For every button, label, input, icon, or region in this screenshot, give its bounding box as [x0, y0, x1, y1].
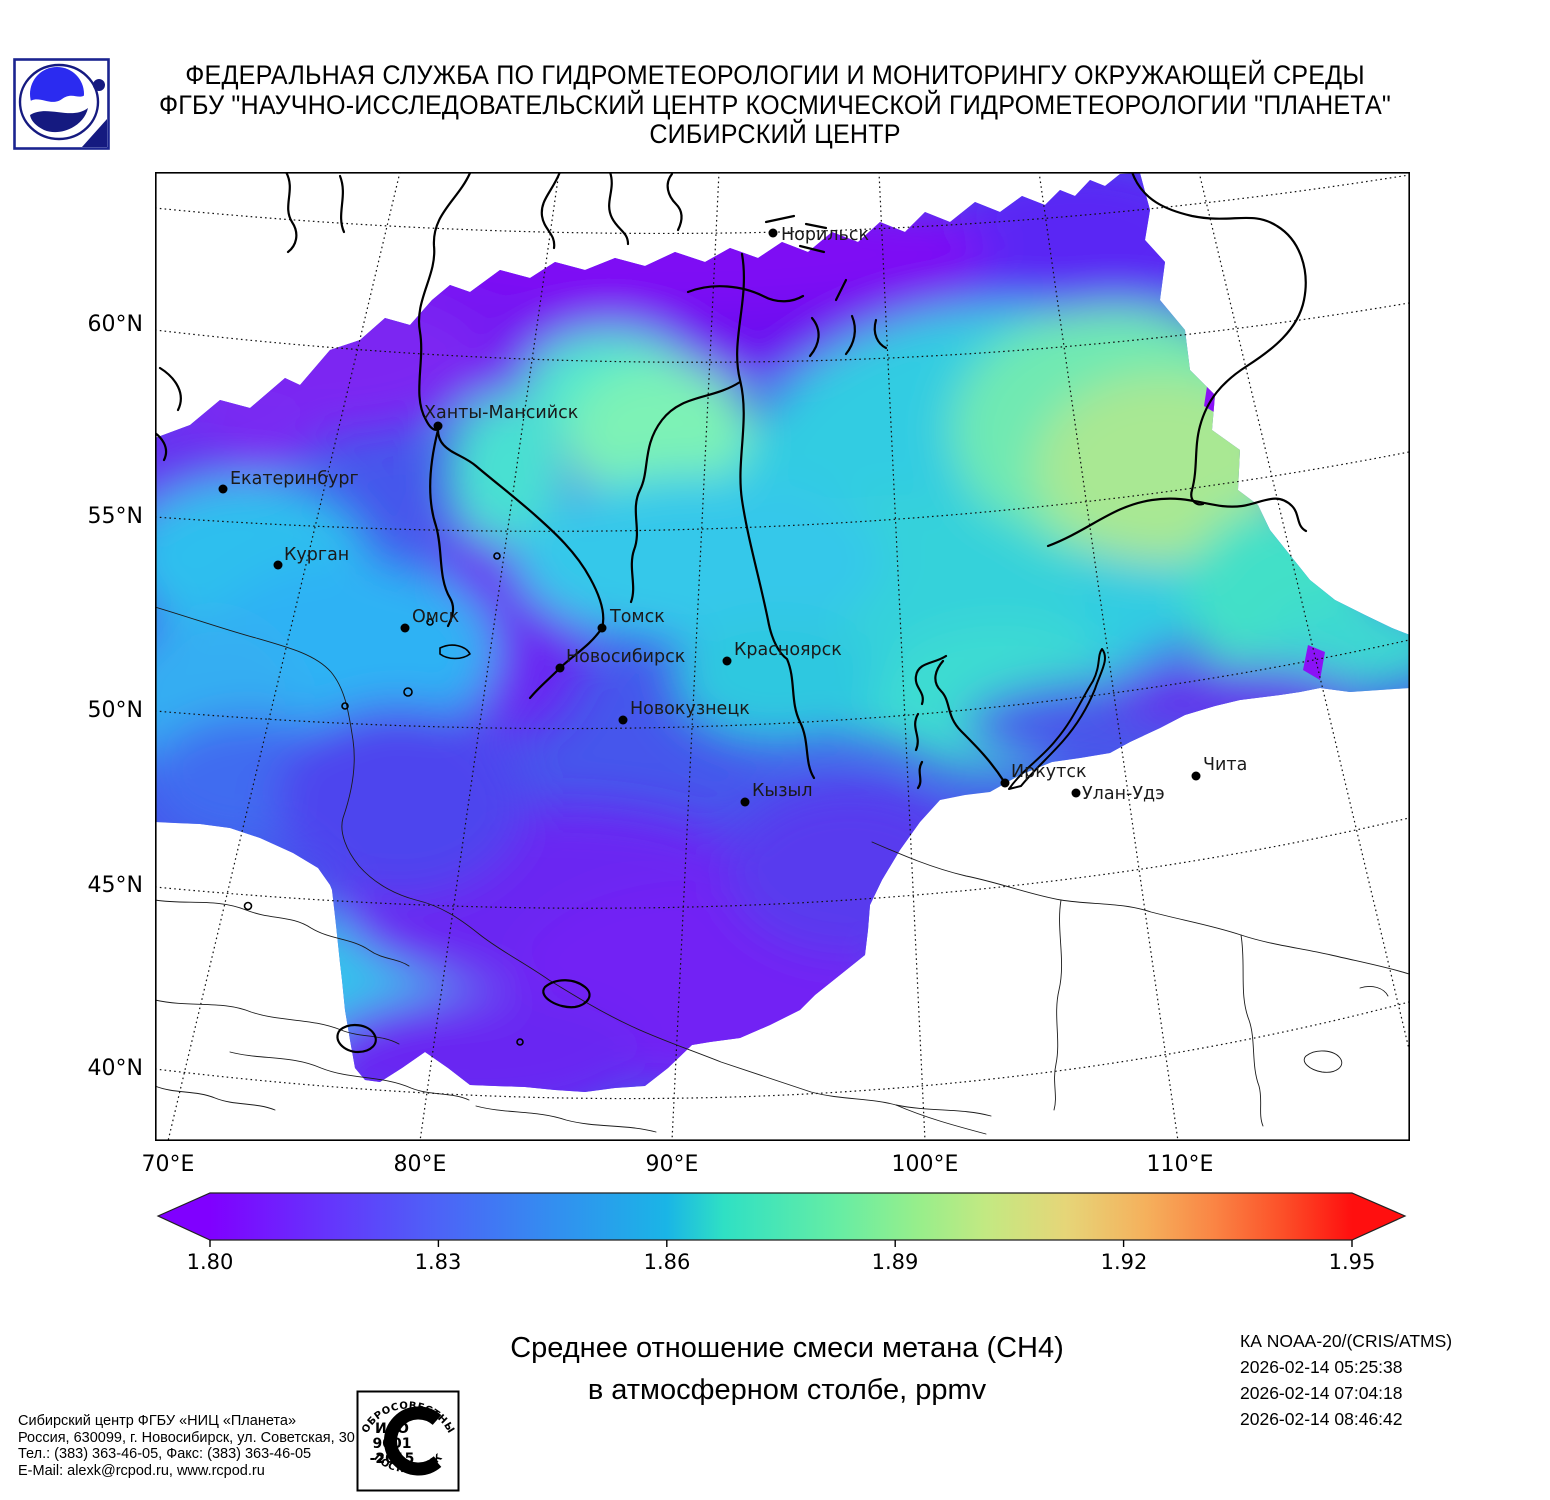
colorbar-tick-195: 1.95	[1328, 1250, 1376, 1274]
city-dot-novosibirsk	[555, 663, 565, 673]
city-dot-irkutsk	[1000, 778, 1010, 788]
badge-2015-text: -2015	[370, 1451, 415, 1467]
city-label: Улан-Удэ	[1082, 784, 1165, 804]
city-label: Ханты-Мансийск	[424, 403, 578, 423]
colorbar-tick-186: 1.86	[643, 1250, 691, 1274]
graticule	[155, 172, 1410, 1141]
colorbar-tick-189: 1.89	[871, 1250, 919, 1274]
caption-line-2: в атмосферном столбе, ppmv	[587, 1374, 987, 1406]
yaxis-label-50n: 50°N	[87, 698, 143, 723]
badge-c-mark-icon	[383, 1406, 442, 1476]
city-dot-chita	[1191, 771, 1201, 781]
iso-9001-badge: ДОБРОСОВЕСТНЫЙ ПОСТАВЩИК ИСО 9001 -2015	[356, 1390, 460, 1492]
city-dot-norilsk	[768, 228, 778, 238]
city-dot-kyzyl	[740, 797, 750, 807]
xaxis-label-70e: 70°E	[141, 1152, 195, 1177]
city-label: Томск	[609, 607, 665, 627]
country-borders	[155, 606, 1410, 1135]
address-phone: Тел.: (383) 363-46-05, Факс: (383) 363-4…	[18, 1446, 312, 1462]
pass-time-3: 2026-02-14 08:46:42	[1240, 1409, 1403, 1429]
satellite-info-block: КА NOAA-20/(CRIS/ATMS) 2026-02-14 05:25:…	[1240, 1328, 1452, 1432]
city-dot-tomsk	[597, 623, 607, 633]
address-email: E-Mail: alexk@rcpod.ru, www.rcpod.ru	[18, 1462, 265, 1479]
map-frame	[155, 172, 1410, 1141]
city-markers	[218, 228, 1201, 807]
city-dot-khanty-mansiysk	[433, 421, 443, 431]
city-label: Новокузнецк	[630, 699, 750, 719]
satellite-name: КА NOAA-20/(CRIS/ATMS)	[1240, 1331, 1453, 1351]
address-org: Сибирский центр ФГБУ «НИЦ «Планета»	[18, 1413, 297, 1429]
city-label: Чита	[1203, 755, 1247, 775]
city-labels: Норильск Ханты-Мансийск Екатеринбург Кур…	[230, 225, 1247, 804]
city-label: Иркутск	[1011, 762, 1087, 782]
orbit-icon	[18, 63, 100, 141]
city-dot-novokuznetsk	[618, 715, 628, 725]
colorbar	[156, 1192, 1407, 1247]
planet-swoosh	[30, 108, 88, 133]
city-label: Красноярск	[734, 640, 842, 660]
city-label: Екатеринбург	[230, 469, 359, 489]
yaxis-label-45n: 45°N	[87, 873, 143, 898]
planeta-logo	[13, 58, 110, 150]
city-dot-omsk	[400, 623, 410, 633]
xaxis-label-100e: 100°E	[891, 1152, 959, 1177]
city-dot-kurgan	[273, 560, 283, 570]
badge-frame	[356, 1390, 460, 1492]
header-line-3: СИБИРСКИЙ ЦЕНТР	[649, 119, 901, 149]
city-label: Норильск	[781, 225, 869, 245]
yaxis-label-40n: 40°N	[87, 1056, 143, 1081]
address-block: Сибирский центр ФГБУ «НИЦ «Планета» Росс…	[18, 1413, 355, 1479]
header-line-1: ФЕДЕРАЛЬНАЯ СЛУЖБА ПО ГИДРОМЕТЕОРОЛОГИИ …	[185, 60, 1365, 90]
colorbar-gradient	[156, 1192, 1407, 1241]
colorbar-tick-180: 1.80	[186, 1250, 234, 1274]
pass-time-1: 2026-02-14 05:25:38	[1240, 1357, 1403, 1377]
lake-baikal	[1008, 648, 1106, 790]
city-label: Курган	[284, 545, 349, 565]
colorbar-tick-192: 1.92	[1100, 1250, 1148, 1274]
xaxis-label-90e: 90°E	[645, 1152, 699, 1177]
city-dot-krasnoyarsk	[722, 656, 732, 666]
xaxis-label-80e: 80°E	[393, 1152, 447, 1177]
address-street: Россия, 630099, г. Новосибирск, ул. Сове…	[18, 1429, 355, 1446]
logo-corner-triangle	[82, 119, 107, 147]
caption-line-1: Среднее отношение смеси метана (CH4)	[510, 1332, 1064, 1364]
badge-iso-text: ИСО	[375, 1421, 409, 1437]
city-label: Новосибирск	[566, 647, 685, 667]
yaxis-label-55n: 55°N	[87, 504, 143, 529]
yaxis-label-60n: 60°N	[87, 312, 143, 337]
methane-map: Норильск Ханты-Мансийск Екатеринбург Кур…	[155, 172, 1410, 1141]
pass-time-2: 2026-02-14 07:04:18	[1240, 1383, 1403, 1403]
city-dot-ulan-ude	[1071, 788, 1081, 798]
edge-purple-patch	[1303, 645, 1325, 680]
rivers-coastlines	[155, 172, 1308, 1054]
colorbar-tick-183: 1.83	[414, 1250, 462, 1274]
badge-9001-text: 9001	[373, 1436, 412, 1452]
colorbar-ticks	[209, 1240, 1353, 1247]
header-line-2: ФГБУ "НАУЧНО-ИССЛЕДОВАТЕЛЬСКИЙ ЦЕНТР КОС…	[158, 90, 1392, 120]
satellite-dot-icon	[93, 79, 105, 91]
city-label: Омск	[412, 607, 459, 627]
xaxis-label-110e: 110°E	[1146, 1152, 1214, 1177]
city-dot-ekaterinburg	[218, 484, 228, 494]
city-label: Кызыл	[752, 781, 813, 801]
